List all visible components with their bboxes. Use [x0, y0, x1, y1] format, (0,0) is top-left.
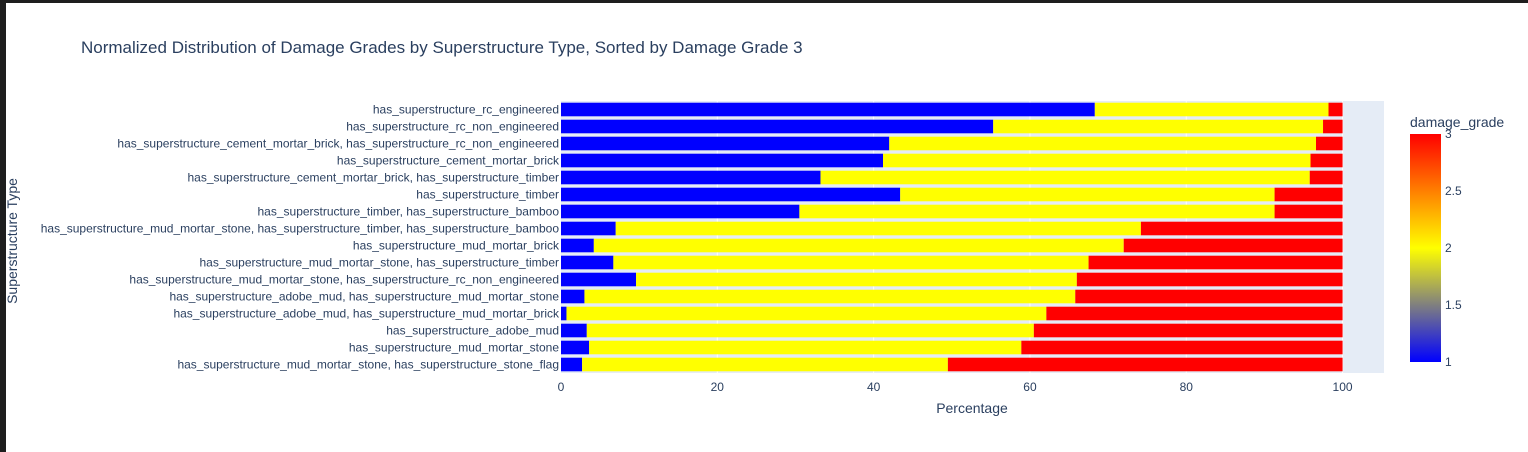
bar-grade-3-row-10[interactable] — [1076, 272, 1343, 287]
bar-grade-3-row-11[interactable] — [1075, 289, 1343, 304]
colorbar-title: damage_grade — [1410, 114, 1504, 130]
bar-grade-2-row-4[interactable] — [820, 170, 1310, 185]
y-tick-labels: has_superstructure_rc_engineered has_supe… — [41, 103, 560, 372]
y-tick-label: has_superstructure_timber — [416, 188, 559, 202]
bar-grade-2-row-0[interactable] — [1094, 102, 1329, 117]
y-tick-label: has_superstructure_mud_mortar_stone, has… — [199, 256, 559, 270]
y-tick-label: has_superstructure_adobe_mud, has_supers… — [169, 290, 559, 304]
y-tick-label: has_superstructure_mud_mortar_stone, has… — [41, 222, 560, 236]
bar-grade-2-row-14[interactable] — [589, 340, 1022, 355]
y-tick-label: has_superstructure_mud_mortar_stone, has… — [177, 358, 559, 372]
x-tick-label: 40 — [867, 380, 881, 394]
bar-grade-3-row-13[interactable] — [1033, 323, 1343, 338]
y-tick-label: has_superstructure_cement_mortar_brick, … — [117, 137, 559, 151]
bar-grade-1-row-4[interactable] — [561, 170, 821, 185]
bar-grade-1-row-8[interactable] — [561, 238, 594, 253]
bar-grade-2-row-1[interactable] — [993, 119, 1324, 134]
x-tick-label: 0 — [558, 380, 565, 394]
bar-grade-3-row-14[interactable] — [1021, 340, 1343, 355]
bar-grade-2-row-7[interactable] — [615, 221, 1141, 236]
colorbar-tick-label: 2.5 — [1445, 184, 1462, 198]
y-tick-label: has_superstructure_cement_mortar_brick — [337, 154, 560, 168]
bar-grade-3-row-9[interactable] — [1088, 255, 1343, 270]
bar-grade-3-row-5[interactable] — [1274, 187, 1343, 202]
bar-chart: Normalized Distribution of Damage Grades… — [6, 38, 1504, 416]
bar-grade-2-row-6[interactable] — [799, 204, 1275, 219]
colorbar-tick-label: 3 — [1445, 127, 1452, 141]
x-axis-title: Percentage — [936, 400, 1008, 416]
bar-grade-1-row-14[interactable] — [561, 340, 590, 355]
chart-title: Normalized Distribution of Damage Grades… — [81, 38, 803, 57]
y-axis-title: Superstructure Type — [6, 178, 20, 304]
colorbar-tick-label: 1 — [1445, 355, 1452, 369]
bar-grade-1-row-0[interactable] — [561, 102, 1095, 117]
bar-grade-2-row-3[interactable] — [883, 153, 1311, 168]
bar-grade-2-row-8[interactable] — [593, 238, 1124, 253]
bar-grade-3-row-8[interactable] — [1123, 238, 1343, 253]
bar-grade-1-row-3[interactable] — [561, 153, 884, 168]
bar-grade-3-row-1[interactable] — [1323, 119, 1343, 134]
bars-layer — [561, 102, 1343, 372]
y-tick-label: has_superstructure_mud_mortar_stone — [349, 341, 559, 355]
bar-grade-1-row-6[interactable] — [561, 204, 800, 219]
y-tick-label: has_superstructure_adobe_mud — [386, 324, 559, 338]
x-tick-label: 80 — [1180, 380, 1194, 394]
bar-grade-1-row-1[interactable] — [561, 119, 994, 134]
bar-grade-3-row-6[interactable] — [1274, 204, 1343, 219]
x-tick-label: 60 — [1023, 380, 1037, 394]
colorbar-tick-label: 1.5 — [1445, 298, 1462, 312]
bar-grade-3-row-3[interactable] — [1310, 153, 1343, 168]
bar-grade-2-row-9[interactable] — [613, 255, 1089, 270]
bar-grade-3-row-2[interactable] — [1316, 136, 1343, 151]
bar-grade-1-row-5[interactable] — [561, 187, 901, 202]
bar-grade-1-row-9[interactable] — [561, 255, 614, 270]
y-tick-label: has_superstructure_timber, has_superstru… — [258, 205, 560, 219]
bar-grade-1-row-7[interactable] — [561, 221, 616, 236]
y-tick-label: has_superstructure_rc_non_engineered — [346, 120, 559, 134]
bar-grade-2-row-2[interactable] — [889, 136, 1317, 151]
bar-grade-2-row-15[interactable] — [582, 357, 948, 372]
bar-grade-2-row-5[interactable] — [900, 187, 1275, 202]
colorbar-tick-labels: 1 1.5 2 2.5 3 — [1445, 127, 1462, 369]
x-tick-label: 20 — [711, 380, 725, 394]
bar-grade-2-row-12[interactable] — [566, 306, 1047, 321]
bar-grade-3-row-12[interactable] — [1046, 306, 1343, 321]
bar-grade-1-row-15[interactable] — [561, 357, 583, 372]
x-tick-labels: 0 20 40 60 80 100 — [558, 380, 1353, 394]
y-tick-label: has_superstructure_mud_mortar_stone, has… — [129, 273, 559, 287]
bar-grade-1-row-13[interactable] — [561, 323, 587, 338]
colorbar-tick-label: 2 — [1445, 241, 1452, 255]
bar-grade-3-row-0[interactable] — [1328, 102, 1343, 117]
bar-grade-1-row-11[interactable] — [561, 289, 585, 304]
bar-grade-3-row-4[interactable] — [1309, 170, 1343, 185]
bar-grade-2-row-13[interactable] — [586, 323, 1034, 338]
bar-grade-2-row-11[interactable] — [584, 289, 1076, 304]
y-tick-label: has_superstructure_cement_mortar_brick, … — [187, 171, 559, 185]
bar-grade-3-row-7[interactable] — [1140, 221, 1343, 236]
y-tick-label: has_superstructure_mud_mortar_brick — [353, 239, 560, 253]
chart-frame: Normalized Distribution of Damage Grades… — [6, 3, 1528, 452]
bar-grade-1-row-10[interactable] — [561, 272, 637, 287]
y-tick-label: has_superstructure_rc_engineered — [373, 103, 559, 117]
bar-grade-3-row-15[interactable] — [947, 357, 1343, 372]
bar-grade-2-row-10[interactable] — [636, 272, 1077, 287]
x-tick-label: 100 — [1333, 380, 1353, 394]
bar-grade-1-row-2[interactable] — [561, 136, 890, 151]
bar-grade-1-row-12[interactable] — [561, 306, 567, 321]
colorbar — [1410, 134, 1441, 362]
y-tick-label: has_superstructure_adobe_mud, has_supers… — [173, 307, 560, 321]
